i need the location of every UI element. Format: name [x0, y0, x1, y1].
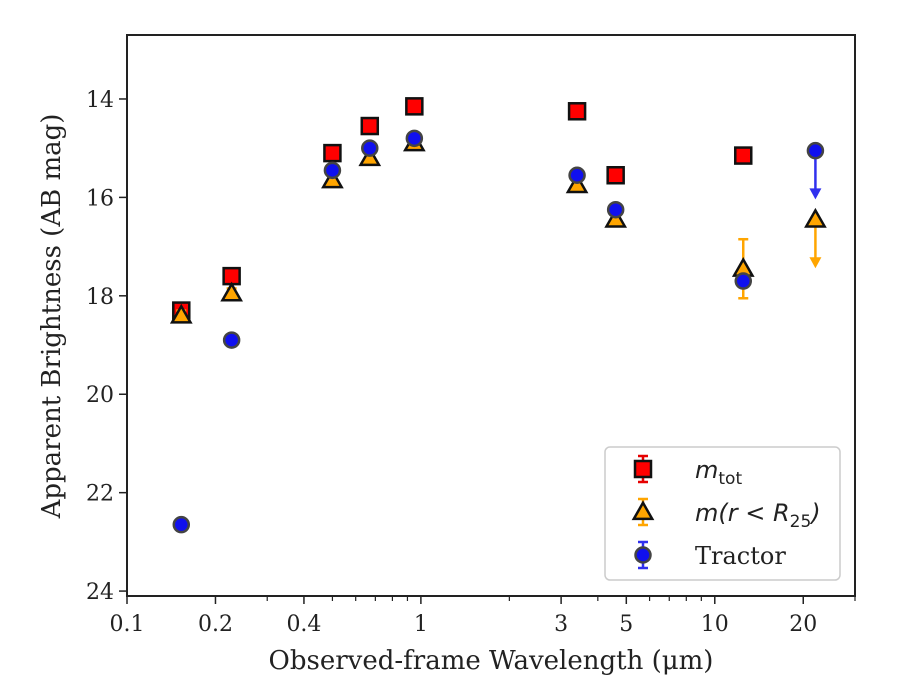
data-point-circle [606, 200, 625, 219]
y-tick-label: 14 [86, 88, 114, 113]
y-tick-label: 18 [86, 285, 114, 310]
x-tick-label: 0.1 [110, 612, 145, 637]
legend: mtot m(r < R25) Tractor [604, 446, 841, 581]
data-point-circle [405, 129, 424, 148]
data-point-square [360, 116, 380, 136]
y-tick-label: 20 [86, 383, 114, 408]
legend-marker-square [633, 459, 653, 479]
series-triangle [169, 131, 827, 324]
y-tick-label: 16 [86, 186, 114, 211]
data-point-triangle [220, 281, 243, 302]
x-tick-label: 5 [619, 612, 633, 637]
data-point-square [323, 143, 342, 163]
data-point-circle [806, 141, 825, 160]
x-axis-label: Observed-frame Wavelength (μm) [269, 646, 714, 676]
y-axis-label: Apparent Brightness (AB mag) [37, 114, 67, 520]
upper-limit-arrowhead [809, 257, 822, 269]
legend-box [604, 446, 841, 581]
data-point-triangle [804, 207, 827, 228]
data-point-circle [734, 272, 753, 290]
x-tick-label: 10 [701, 612, 729, 637]
data-point-circle [222, 331, 241, 349]
series-circle [172, 129, 825, 534]
data-point-circle [361, 139, 379, 157]
legend-label: Tractor [695, 542, 786, 570]
legend-label: mtot [695, 456, 742, 489]
legend-marker-triangle [631, 500, 655, 521]
x-tick-label: 1 [414, 612, 428, 637]
x-tick-label: 0.4 [286, 612, 321, 637]
y-tick-label: 24 [86, 580, 114, 605]
data-point-square [405, 97, 424, 116]
legend-label: m(r < R25) [695, 499, 821, 532]
y-tick-label: 22 [86, 482, 114, 507]
data-point-circle [323, 161, 342, 180]
plot-frame [126, 34, 856, 597]
series-square [172, 97, 753, 320]
data-point-square [606, 166, 625, 185]
data-point-square [734, 146, 753, 165]
data-point-circle [172, 515, 191, 534]
upper-limit-arrowhead [809, 188, 822, 200]
x-tick-label: 20 [789, 612, 817, 637]
x-tick-label: 0.2 [198, 612, 233, 637]
data-point-square [567, 102, 587, 121]
data-point-triangle [169, 303, 193, 324]
data-point-circle [568, 166, 586, 184]
legend-marker-circle [634, 546, 652, 564]
x-tick-label: 3 [554, 612, 568, 637]
